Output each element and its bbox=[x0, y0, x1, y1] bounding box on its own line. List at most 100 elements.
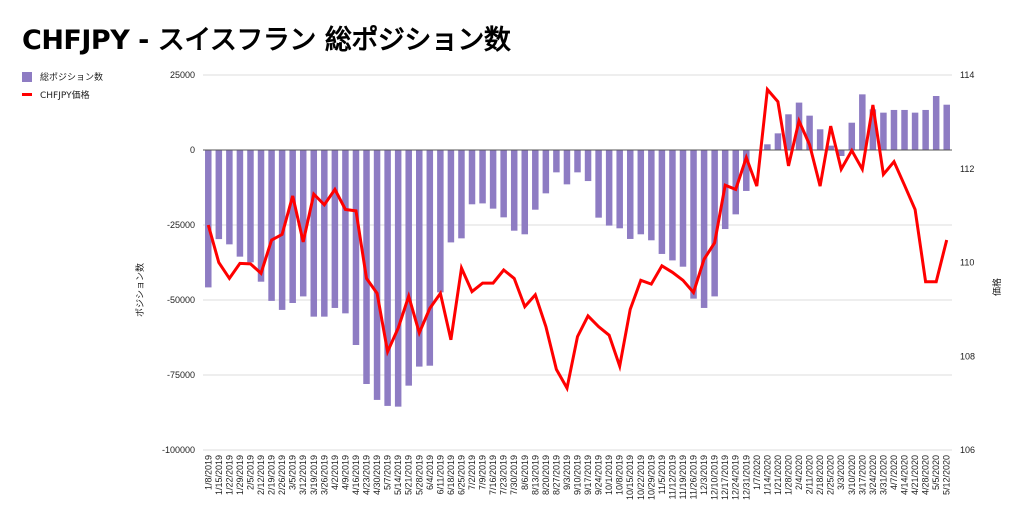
x-tick-label: 6/25/2019 bbox=[457, 455, 467, 495]
bar bbox=[764, 144, 771, 150]
bar bbox=[215, 150, 223, 240]
x-tick-label: 5/12/2020 bbox=[942, 455, 952, 495]
x-tick-label: 12/31/2019 bbox=[741, 455, 751, 500]
y-axis-label-left: ポジション数 bbox=[134, 263, 145, 317]
bar bbox=[605, 150, 613, 226]
bar bbox=[447, 150, 455, 243]
bar bbox=[901, 109, 908, 150]
bar bbox=[574, 150, 581, 173]
bar bbox=[690, 150, 697, 299]
bar bbox=[458, 150, 465, 239]
x-tick-label: 2/25/2020 bbox=[826, 455, 836, 495]
x-tick-label: 5/7/2019 bbox=[383, 455, 393, 490]
price-line bbox=[206, 85, 949, 393]
bar bbox=[510, 150, 518, 231]
bar bbox=[268, 150, 275, 301]
y-tick-right: 108 bbox=[960, 351, 975, 361]
y-tick-left: -25000 bbox=[167, 220, 195, 230]
bar bbox=[679, 150, 687, 267]
bar bbox=[321, 150, 328, 317]
x-tick-label: 4/21/2020 bbox=[910, 455, 920, 495]
x-tick-label: 7/9/2019 bbox=[478, 455, 488, 490]
x-tick-label: 7/16/2019 bbox=[488, 455, 498, 495]
bar bbox=[595, 150, 602, 218]
x-tick-label: 4/23/2019 bbox=[362, 455, 372, 495]
bar bbox=[289, 150, 296, 303]
bar bbox=[922, 109, 929, 150]
x-tick-label: 11/12/2019 bbox=[667, 455, 677, 499]
x-tick-label: 4/28/2020 bbox=[921, 455, 931, 495]
bar bbox=[732, 150, 739, 215]
x-tick-label: 10/29/2019 bbox=[646, 455, 656, 500]
x-tick-label: 4/9/2019 bbox=[340, 455, 350, 490]
bar bbox=[774, 133, 782, 150]
x-tick-label: 9/17/2019 bbox=[583, 455, 593, 495]
x-tick-label: 10/15/2019 bbox=[625, 455, 635, 500]
bar bbox=[342, 150, 349, 314]
bar bbox=[310, 150, 318, 317]
y-tick-left: -50000 bbox=[167, 295, 195, 305]
x-tick-label: 3/5/2019 bbox=[288, 455, 298, 490]
chart-title: CHFJPY - スイスフラン 総ポジション数 bbox=[22, 25, 511, 56]
bar bbox=[416, 150, 423, 367]
bar bbox=[743, 150, 750, 191]
bar bbox=[468, 150, 476, 205]
bar bbox=[500, 150, 507, 218]
x-tick-label: 4/14/2020 bbox=[900, 455, 910, 495]
bar bbox=[247, 150, 254, 263]
bar bbox=[837, 150, 845, 156]
x-tick-label: 5/21/2019 bbox=[404, 455, 414, 495]
x-tick-label: 4/16/2019 bbox=[351, 455, 361, 495]
bar bbox=[205, 150, 212, 288]
x-tick-label: 3/3/2020 bbox=[836, 455, 846, 490]
x-tick-label: 3/10/2020 bbox=[847, 455, 857, 495]
y-tick-right: 106 bbox=[960, 445, 975, 455]
x-tick-label: 1/29/2019 bbox=[235, 455, 245, 495]
bar bbox=[553, 150, 560, 173]
x-tick-label: 8/6/2019 bbox=[520, 455, 530, 490]
bar bbox=[711, 150, 718, 297]
x-tick-label: 2/19/2019 bbox=[267, 455, 277, 495]
bar bbox=[816, 129, 824, 150]
x-tick-label: 7/23/2019 bbox=[499, 455, 509, 495]
bar bbox=[880, 112, 887, 150]
bar bbox=[384, 150, 391, 406]
x-tick-label: 9/3/2019 bbox=[562, 455, 572, 490]
bar bbox=[521, 150, 529, 235]
y-tick-right: 114 bbox=[960, 70, 974, 80]
bar bbox=[616, 150, 623, 229]
x-tick-label: 1/21/2020 bbox=[773, 455, 783, 495]
x-tick-label: 2/5/2019 bbox=[246, 455, 256, 490]
bar bbox=[426, 150, 434, 366]
bar bbox=[869, 109, 877, 150]
legend-label-price: CHFJPY価格 bbox=[40, 91, 90, 101]
x-tick-label: 1/7/2020 bbox=[752, 455, 762, 490]
x-tick-label: 5/5/2020 bbox=[931, 455, 941, 490]
bar bbox=[890, 109, 898, 150]
bar bbox=[648, 150, 655, 241]
x-tick-label: 1/8/2019 bbox=[203, 455, 213, 490]
bar bbox=[394, 150, 402, 407]
x-tick-label: 5/14/2019 bbox=[393, 455, 403, 495]
bar bbox=[626, 150, 634, 239]
x-tick-label: 5/28/2019 bbox=[414, 455, 424, 495]
x-tick-label: 3/26/2019 bbox=[319, 455, 329, 495]
x-tick-label: 7/2/2019 bbox=[467, 455, 477, 490]
y-tick-right: 110 bbox=[960, 258, 974, 268]
bar bbox=[637, 150, 645, 235]
y-tick-left: -100000 bbox=[162, 445, 195, 455]
bar bbox=[669, 150, 676, 261]
bar bbox=[532, 150, 539, 210]
legend-line-swatch bbox=[22, 93, 32, 96]
bar bbox=[658, 150, 666, 254]
bar bbox=[405, 150, 412, 386]
x-tick-label: 8/20/2019 bbox=[541, 455, 551, 495]
bar bbox=[848, 122, 856, 150]
y-tick-left: 25000 bbox=[170, 70, 195, 80]
bar bbox=[489, 150, 497, 209]
x-tick-label: 12/3/2019 bbox=[699, 455, 709, 495]
bar bbox=[785, 114, 792, 150]
x-tick-label: 9/10/2019 bbox=[573, 455, 583, 495]
x-tick-label: 2/26/2019 bbox=[277, 455, 287, 495]
x-tick-label: 12/17/2019 bbox=[720, 455, 730, 500]
